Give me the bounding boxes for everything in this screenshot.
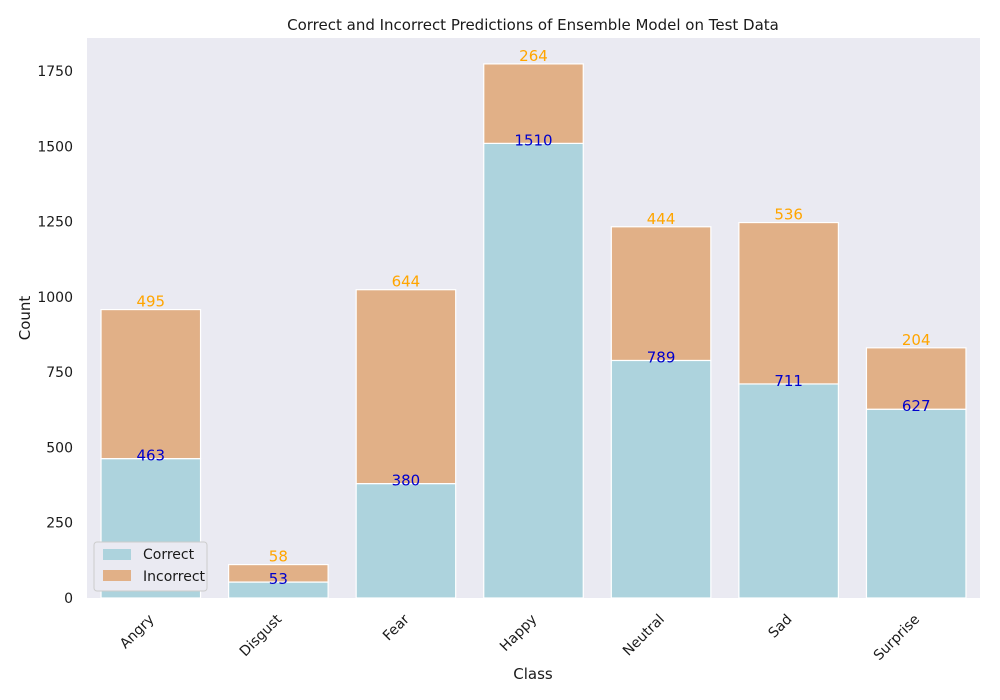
data-label-correct-angry: 463 bbox=[136, 447, 165, 465]
data-label-incorrect-angry: 495 bbox=[136, 293, 165, 311]
bar-incorrect-neutral bbox=[610, 226, 712, 362]
data-label-incorrect-disgust: 58 bbox=[269, 548, 288, 566]
x-axis-label: Class bbox=[513, 665, 553, 683]
bar-correct-neutral bbox=[610, 359, 712, 599]
y-axis-ticks: 0 250 500 750 1000 1250 1500 1750 bbox=[37, 64, 73, 607]
y-tick-label: 750 bbox=[46, 365, 73, 381]
bar-correct-happy bbox=[483, 142, 584, 599]
legend-swatch-incorrect bbox=[103, 570, 131, 581]
data-label-incorrect-neutral: 444 bbox=[647, 210, 676, 228]
y-tick-label: 1250 bbox=[37, 215, 73, 231]
data-label-correct-disgust: 53 bbox=[269, 570, 288, 588]
legend-swatch-correct bbox=[103, 549, 131, 560]
bar-incorrect-fear bbox=[355, 289, 457, 485]
y-tick-label: 1000 bbox=[37, 290, 73, 306]
y-tick-label: 1750 bbox=[37, 64, 73, 80]
legend-label-incorrect: Incorrect bbox=[143, 569, 206, 585]
data-label-incorrect-surprise: 204 bbox=[902, 331, 931, 349]
bar-correct-fear bbox=[355, 482, 457, 599]
y-tick-label: 0 bbox=[64, 591, 73, 607]
data-labels: 463 495 53 58 380 644 1510 264 789 444 711 536 627 20… bbox=[136, 47, 930, 588]
data-label-incorrect-sad: 536 bbox=[774, 206, 803, 224]
data-label-incorrect-happy: 264 bbox=[519, 47, 548, 65]
y-tick-label: 500 bbox=[46, 440, 73, 456]
data-label-correct-surprise: 627 bbox=[902, 397, 931, 415]
data-label-correct-neutral: 789 bbox=[647, 348, 676, 366]
data-label-correct-sad: 711 bbox=[774, 372, 803, 390]
legend-label-correct: Correct bbox=[143, 547, 195, 563]
data-label-incorrect-fear: 644 bbox=[392, 273, 421, 291]
data-label-correct-happy: 1510 bbox=[514, 131, 552, 149]
bar-correct-surprise bbox=[865, 408, 967, 599]
bar-incorrect-happy bbox=[483, 63, 584, 144]
bar-incorrect-angry bbox=[100, 308, 202, 460]
chart-title: Correct and Incorrect Predictions of Ens… bbox=[287, 16, 779, 34]
bar-incorrect-disgust bbox=[228, 563, 329, 583]
y-tick-label: 250 bbox=[46, 516, 73, 532]
series-correct-bars bbox=[100, 142, 967, 599]
bar-incorrect-surprise bbox=[865, 347, 967, 410]
y-tick-label: 1500 bbox=[37, 139, 73, 155]
y-axis-label: Count bbox=[16, 296, 34, 341]
data-label-correct-fear: 380 bbox=[392, 472, 421, 490]
bar-incorrect-sad bbox=[738, 221, 839, 385]
series-incorrect-bars bbox=[100, 63, 967, 583]
legend: Correct Incorrect bbox=[93, 541, 208, 592]
bar-correct-sad bbox=[738, 383, 839, 599]
